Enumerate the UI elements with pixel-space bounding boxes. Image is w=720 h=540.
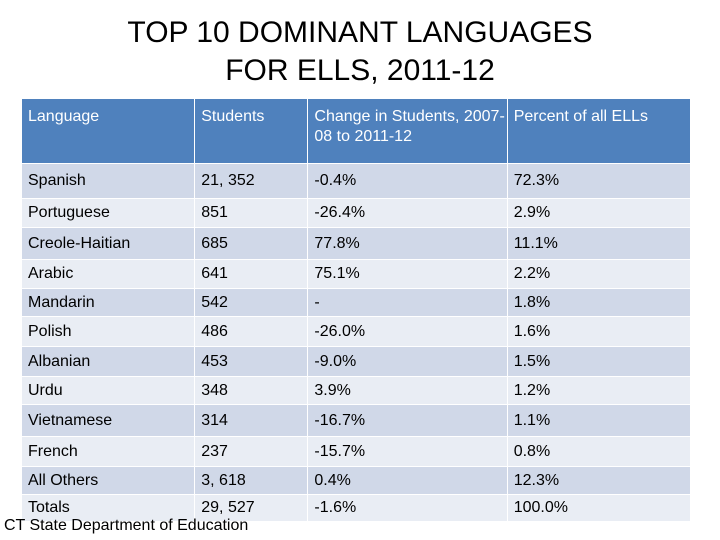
cell-change: 3.9% [307,376,508,405]
title-line-1: TOP 10 DOMINANT LANGUAGES [127,16,593,49]
table-row: Albanian 453 -9.0% 1.5% [22,346,690,377]
page-title: TOP 10 DOMINANT LANGUAGES FOR ELLS, 2011… [0,14,720,90]
table-row: Vietnamese 314 -16.7% 1.1% [22,404,690,437]
cell-language: Creole-Haitian [22,227,195,260]
cell-students: 542 [194,288,308,317]
cell-language: Totals [22,494,195,522]
table-row: Urdu 348 3.9% 1.2% [22,376,690,405]
table-row: French 237 -15.7% 0.8% [22,436,690,467]
cell-percent: 0.8% [506,436,690,467]
cell-percent: 12.3% [506,466,690,495]
cell-percent: 11.1% [506,227,690,260]
cell-change: - [307,288,508,317]
table-row: Polish 486 -26.0% 1.6% [22,316,690,347]
cell-language: All Others [22,466,195,495]
cell-percent: 1.5% [506,346,690,377]
source-note: CT State Department of Education [4,517,249,534]
cell-language: Arabic [22,259,195,289]
header-percent: Percent of all ELLs [506,99,690,164]
cell-students: 685 [194,227,308,260]
cell-language: Albanian [22,346,195,377]
cell-change: -0.4% [307,163,508,199]
cell-students: 851 [194,198,308,228]
cell-language: Mandarin [22,288,195,317]
cell-language: Vietnamese [22,404,195,437]
table-row: Spanish 21, 352 -0.4% 72.3% [22,163,690,199]
cell-language: French [22,436,195,467]
table-row: Arabic 641 75.1% 2.2% [22,259,690,289]
cell-students: 314 [194,404,308,437]
cell-language: Polish [22,316,195,347]
cell-change: -15.7% [307,436,508,467]
cell-change: 75.1% [307,259,508,289]
cell-change: 0.4% [307,466,508,495]
cell-change: -26.0% [307,316,508,347]
cell-students: 453 [194,346,308,377]
cell-percent: 72.3% [506,163,690,199]
header-language: Language [22,99,195,164]
cell-percent: 1.1% [506,404,690,437]
cell-change: -26.4% [307,198,508,228]
cell-percent: 1.6% [506,316,690,347]
cell-percent: 1.2% [506,376,690,405]
cell-students: 641 [194,259,308,289]
cell-percent: 1.8% [506,288,690,317]
cell-percent: 100.0% [506,494,690,522]
cell-students: 348 [194,376,308,405]
cell-change: -9.0% [307,346,508,377]
cell-change: 77.8% [307,227,508,260]
cell-change: -16.7% [307,404,508,437]
cell-language: Portuguese [22,198,195,228]
cell-students: 237 [194,436,308,467]
cell-students: 21, 352 [194,163,308,199]
table-row: Creole-Haitian 685 77.8% 11.1% [22,227,690,260]
table-row-totals: Totals 29, 527 -1.6% 100.0% [22,494,690,522]
cell-language: Urdu [22,376,195,405]
cell-students: 29, 527 [194,494,308,522]
languages-table: Language Students Change in Students, 20… [22,99,690,522]
title-line-2: FOR ELLS, 2011-12 [225,54,495,87]
cell-change: -1.6% [307,494,508,522]
header-students: Students [194,99,308,164]
cell-students: 486 [194,316,308,347]
header-change: Change in Students, 2007-08 to 2011-12 [307,99,508,164]
cell-percent: 2.9% [506,198,690,228]
table-row: Mandarin 542 - 1.8% [22,288,690,317]
table-row: All Others 3, 618 0.4% 12.3% [22,466,690,495]
table-row: Portuguese 851 -26.4% 2.9% [22,198,690,228]
cell-students: 3, 618 [194,466,308,495]
table-header-row: Language Students Change in Students, 20… [22,99,690,164]
cell-percent: 2.2% [506,259,690,289]
cell-language: Spanish [22,163,195,199]
